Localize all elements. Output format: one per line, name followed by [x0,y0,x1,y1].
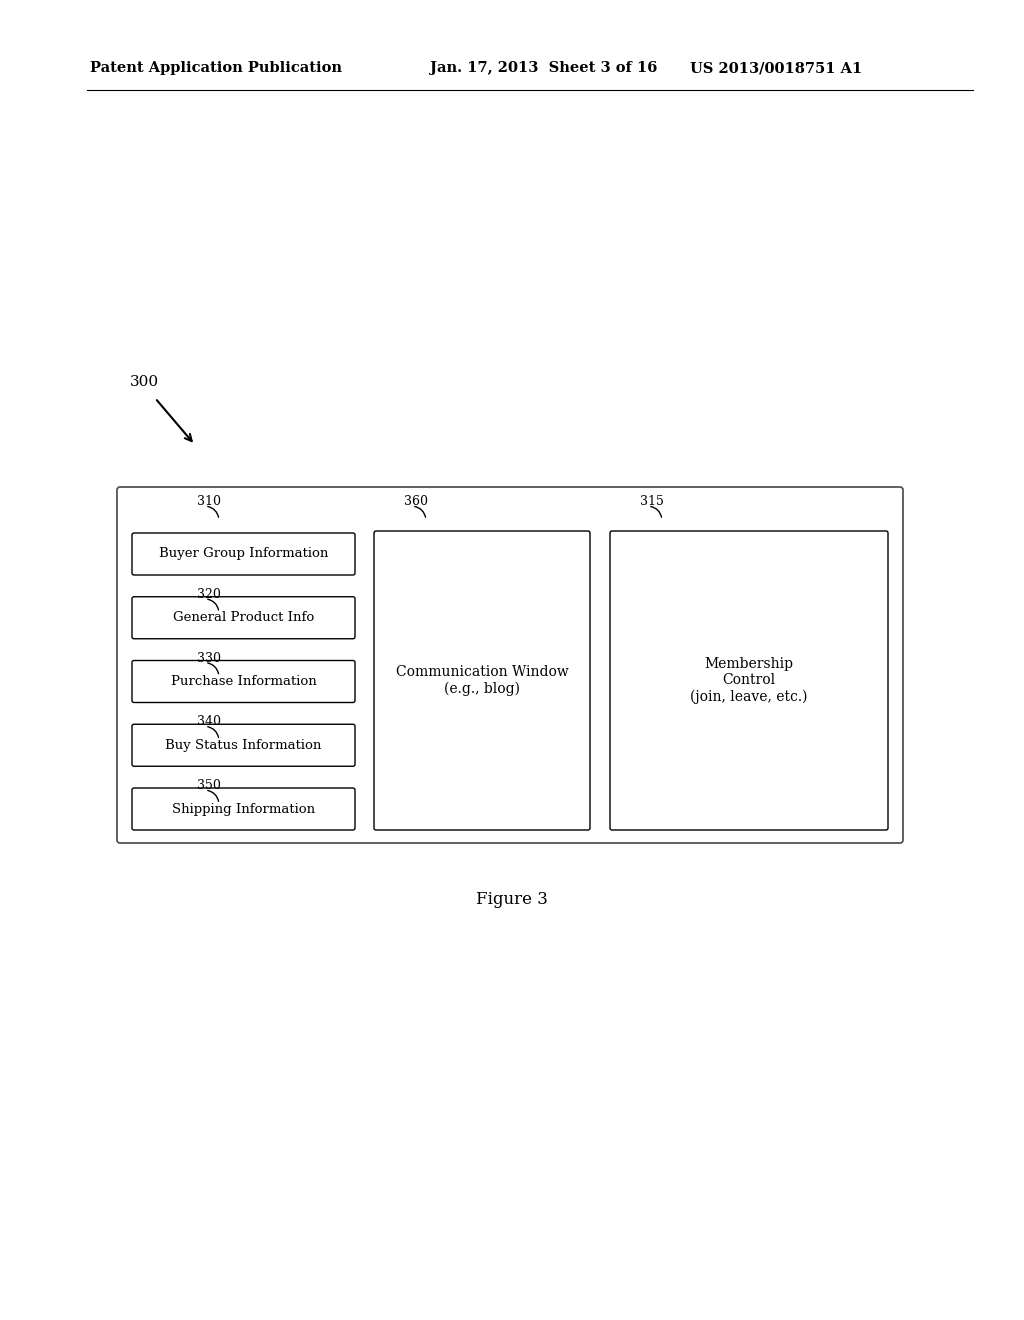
FancyBboxPatch shape [132,597,355,639]
Text: Membership
Control
(join, leave, etc.): Membership Control (join, leave, etc.) [690,657,808,704]
FancyBboxPatch shape [117,487,903,843]
Text: Patent Application Publication: Patent Application Publication [90,61,342,75]
Text: Purchase Information: Purchase Information [171,675,316,688]
FancyBboxPatch shape [132,725,355,766]
Text: Shipping Information: Shipping Information [172,803,315,816]
Text: Jan. 17, 2013  Sheet 3 of 16: Jan. 17, 2013 Sheet 3 of 16 [430,61,657,75]
Text: US 2013/0018751 A1: US 2013/0018751 A1 [690,61,862,75]
Text: 320: 320 [197,587,221,601]
FancyBboxPatch shape [374,531,590,830]
Text: Communication Window
(e.g., blog): Communication Window (e.g., blog) [395,665,568,696]
Text: Buy Status Information: Buy Status Information [165,739,322,752]
FancyBboxPatch shape [132,788,355,830]
Text: 330: 330 [197,652,221,664]
Text: General Product Info: General Product Info [173,611,314,624]
Text: 340: 340 [197,715,221,729]
Text: 315: 315 [640,495,664,508]
Text: Buyer Group Information: Buyer Group Information [159,548,328,561]
FancyBboxPatch shape [610,531,888,830]
Text: 300: 300 [130,375,159,389]
Text: 310: 310 [197,495,221,508]
FancyBboxPatch shape [132,533,355,576]
Text: 360: 360 [404,495,428,508]
FancyBboxPatch shape [132,660,355,702]
Text: 350: 350 [197,779,221,792]
Text: Figure 3: Figure 3 [476,891,548,908]
